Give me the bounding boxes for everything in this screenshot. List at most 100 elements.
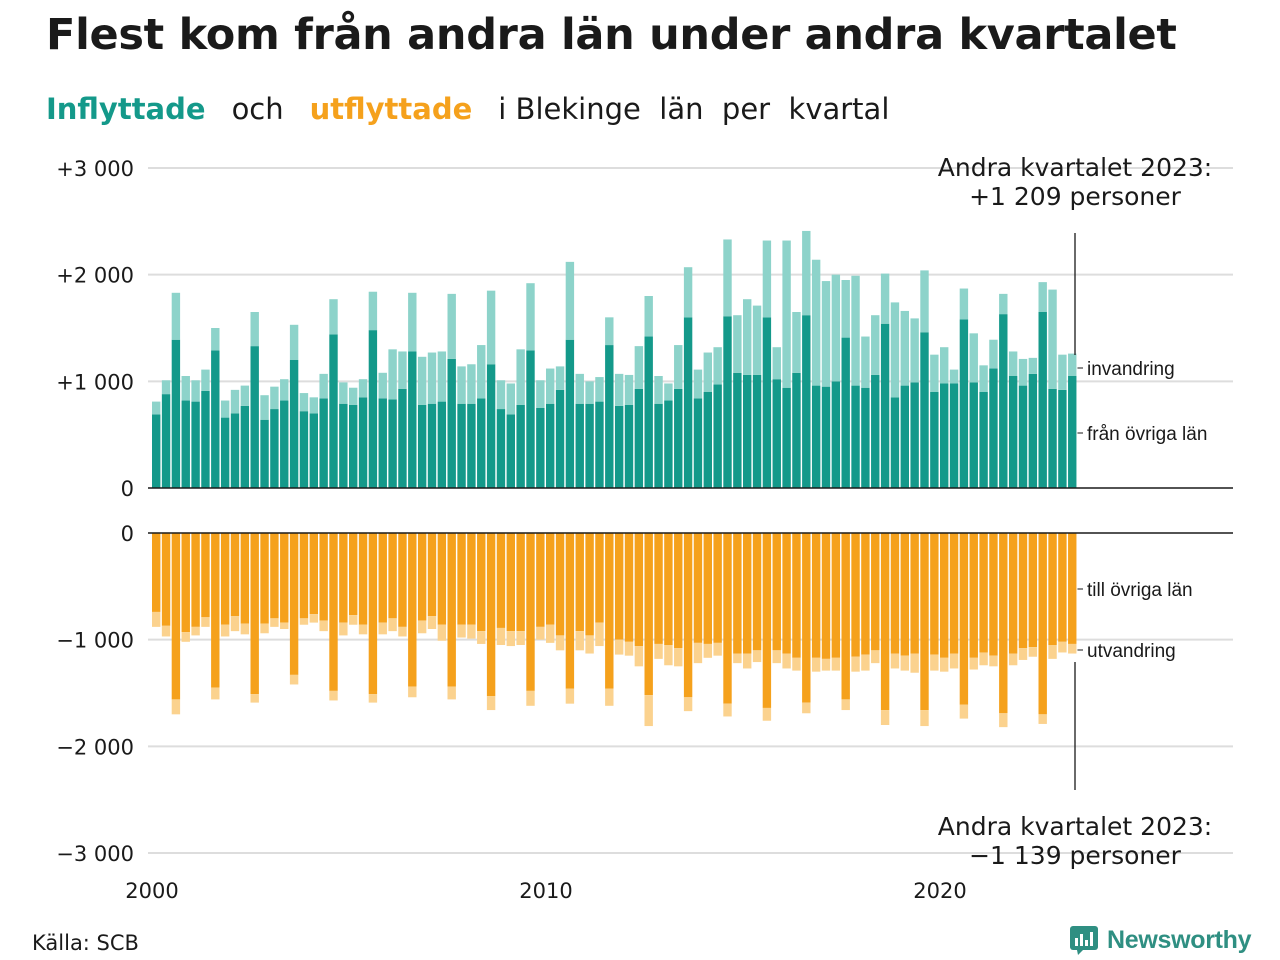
bar-utvandring (634, 646, 644, 667)
bar-till-ovriga-lan (890, 533, 900, 654)
bar-till-ovriga-lan (378, 533, 387, 623)
x-tick-label: 2010 (519, 879, 572, 903)
bar-utvandring (378, 622, 387, 635)
bar-invandring (910, 318, 919, 383)
bar-till-ovriga-lan (713, 533, 722, 643)
bar-fran-ovriga-lan (378, 398, 387, 488)
bar-utvandring (1008, 653, 1018, 666)
bar-fran-ovriga-lan (585, 403, 594, 488)
bar-till-ovriga-lan (1038, 533, 1047, 715)
bar-till-ovriga-lan (782, 533, 791, 654)
bar-utvandring (772, 650, 781, 664)
bar-utvandring (674, 648, 683, 667)
bar-till-ovriga-lan (841, 533, 850, 700)
bar-fran-ovriga-lan (358, 397, 368, 488)
bar-invandring (349, 387, 358, 405)
bar-invandring (752, 305, 762, 375)
bar-till-ovriga-lan (723, 533, 732, 704)
bar-till-ovriga-lan (398, 533, 407, 627)
bar-utvandring (230, 616, 240, 632)
bar-invandring (979, 365, 988, 392)
bar-till-ovriga-lan (644, 533, 653, 696)
bar-fran-ovriga-lan (792, 372, 801, 488)
bar-utvandring (486, 696, 496, 711)
bar-utvandring (743, 653, 752, 669)
bar-fran-ovriga-lan (605, 345, 614, 488)
bar-fran-ovriga-lan (368, 330, 378, 488)
bar-utvandring (999, 713, 1008, 728)
bar-utvandring (644, 695, 653, 727)
bar-invandring (664, 383, 673, 401)
chart-title: Flest kom från andra län under andra kva… (46, 10, 1177, 60)
bar-fran-ovriga-lan (339, 403, 348, 488)
bar-till-ovriga-lan (408, 533, 417, 687)
bar-utvandring (388, 618, 397, 632)
bar-utvandring (703, 643, 712, 658)
y-tick-label: 0 (121, 477, 134, 501)
chart-svg: +3 000 +2 000 +1 000 0 0 −1 000 −2 000 −3 000 20… (56, 153, 1233, 903)
bar-fran-ovriga-lan (220, 417, 230, 488)
bar-till-ovriga-lan (752, 533, 762, 651)
bar-fran-ovriga-lan (762, 317, 772, 488)
bar-till-ovriga-lan (457, 533, 466, 625)
bar-invandring (811, 259, 821, 386)
subtitle-rest: i Blekinge län per kvartal (498, 92, 890, 126)
bar-utvandring (762, 707, 772, 721)
bar-till-ovriga-lan (683, 533, 693, 698)
bar-invandring (624, 374, 634, 405)
annotation-top-line2: +1 209 personer (969, 182, 1182, 211)
bar-till-ovriga-lan (743, 533, 752, 654)
bar-till-ovriga-lan (1058, 533, 1067, 642)
bar-invandring (486, 290, 496, 365)
bar-fran-ovriga-lan (999, 314, 1008, 488)
bar-invandring (595, 377, 604, 402)
bar-fran-ovriga-lan (614, 405, 624, 488)
bar-fran-ovriga-lan (664, 400, 673, 488)
bar-invandring (575, 373, 584, 404)
bar-till-ovriga-lan (181, 533, 190, 633)
bar-fran-ovriga-lan (851, 385, 860, 488)
bar-invandring (408, 292, 417, 352)
bar-invandring (723, 239, 732, 317)
bar-invandring (841, 280, 850, 338)
bar-till-ovriga-lan (703, 533, 712, 644)
bar-till-ovriga-lan (940, 533, 949, 658)
bar-utvandring (299, 618, 309, 625)
bar-fran-ovriga-lan (565, 339, 575, 488)
bar-invandring (240, 385, 250, 406)
bar-fran-ovriga-lan (506, 414, 515, 488)
bar-invandring (437, 351, 447, 402)
bar-fran-ovriga-lan (693, 398, 703, 488)
bar-till-ovriga-lan (595, 533, 604, 623)
y-tick-label: 0 (121, 522, 134, 546)
bar-fran-ovriga-lan (250, 346, 259, 488)
bar-utvandring (427, 616, 437, 629)
bar-till-ovriga-lan (861, 533, 870, 655)
bar-fran-ovriga-lan (152, 414, 161, 488)
bar-utvandring (309, 614, 318, 623)
bar-invandring (526, 283, 535, 351)
bar-utvandring (930, 654, 939, 671)
bar-utvandring (319, 620, 328, 632)
bar-invandring (496, 380, 506, 410)
bar-fran-ovriga-lan (969, 382, 978, 488)
bar-utvandring (516, 631, 525, 645)
bar-utvandring (871, 650, 880, 664)
bar-utvandring (989, 655, 998, 667)
bar-invandring (152, 401, 161, 415)
bar-utvandring (417, 620, 427, 634)
bar-fran-ovriga-lan (1018, 385, 1028, 488)
bar-utvandring (792, 657, 801, 671)
bar-till-ovriga-lan (772, 533, 781, 651)
bar-utvandring (595, 622, 604, 647)
bar-till-ovriga-lan (319, 533, 328, 621)
bar-invandring (171, 292, 181, 340)
bar-till-ovriga-lan (447, 533, 456, 687)
bar-fran-ovriga-lan (733, 372, 742, 488)
bar-fran-ovriga-lan (467, 403, 476, 488)
bar-till-ovriga-lan (802, 533, 811, 703)
bar-till-ovriga-lan (664, 533, 673, 645)
bar-till-ovriga-lan (624, 533, 634, 642)
bar-invandring (703, 352, 712, 392)
bar-utvandring (851, 656, 860, 672)
